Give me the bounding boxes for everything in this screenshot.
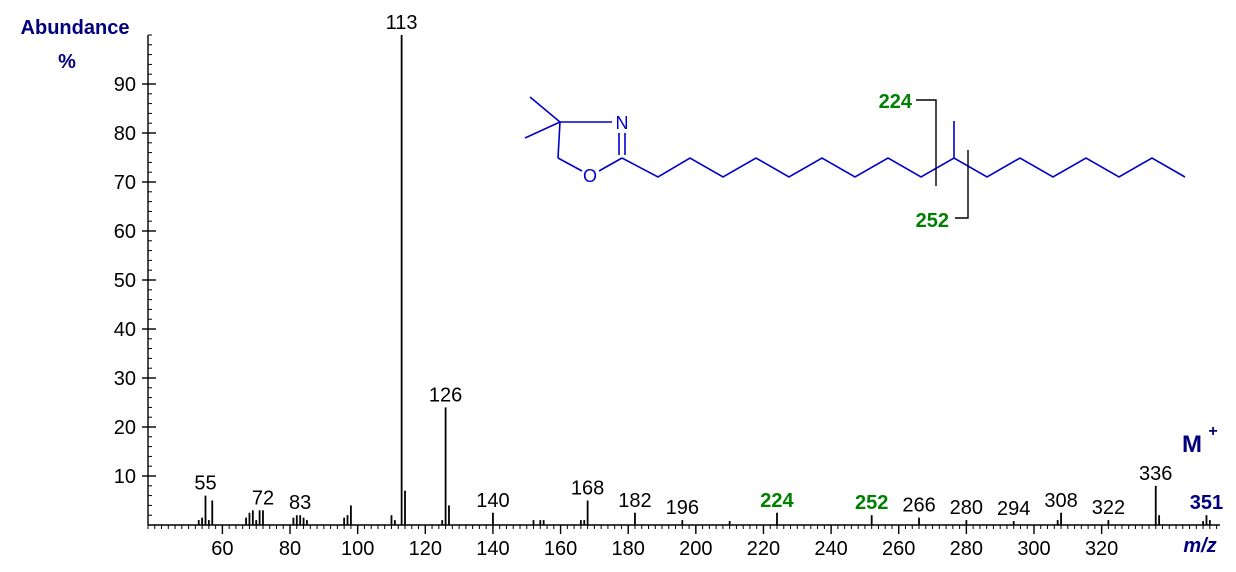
peak-label: 140 [476, 490, 509, 512]
x-title: m/z [1183, 535, 1216, 557]
peak-label: 83 [289, 492, 311, 514]
x-tick-label: 280 [950, 538, 983, 560]
peak-label: 126 [429, 384, 462, 406]
y-tick-label: 90 [114, 74, 136, 96]
peak-label: 266 [902, 495, 935, 517]
bond [557, 157, 583, 172]
y-title: Abundance [21, 17, 130, 39]
peak-label: 182 [618, 490, 651, 512]
bond [557, 121, 561, 159]
cleavage-marks [916, 99, 969, 219]
molecular-ion: M [1182, 431, 1202, 458]
peak-label: 294 [997, 498, 1030, 520]
cleavage-label: 252 [916, 210, 949, 232]
y-tick-label: 50 [114, 270, 136, 292]
x-tick-label: 240 [814, 538, 847, 560]
x-tick-label: 220 [747, 538, 780, 560]
peak-label: 224 [760, 490, 794, 512]
x-tick-label: 160 [544, 538, 577, 560]
methyls [524, 96, 562, 139]
x-tick-label: 120 [409, 538, 442, 560]
x-tick-label: 60 [211, 538, 233, 560]
peak-label: 280 [950, 497, 983, 519]
x-tick-label: 320 [1085, 538, 1118, 560]
peak-label: 351 [1190, 492, 1223, 514]
structure [524, 96, 1186, 178]
peak-label: 113 [386, 12, 418, 34]
cleavage-line [916, 99, 937, 186]
y-unit: % [58, 51, 76, 73]
x-tick-label: 140 [476, 538, 509, 560]
atom-o: O [583, 166, 597, 186]
peak-label: 168 [571, 478, 604, 500]
peak-label: 72 [252, 487, 274, 509]
peak-label: 252 [855, 492, 888, 514]
x-tick-label: 260 [882, 538, 915, 560]
x-tick-label: 80 [279, 538, 301, 560]
peak-label: 322 [1092, 497, 1125, 519]
y-tick-label: 70 [114, 172, 136, 194]
atom-n: N [616, 113, 629, 133]
y-tick-label: 10 [114, 466, 136, 488]
x-tick-label: 100 [341, 538, 374, 560]
x-tick-label: 180 [612, 538, 645, 560]
peak-label: 196 [666, 497, 699, 519]
peak-label: 308 [1044, 490, 1077, 512]
y-tick-label: 60 [114, 221, 136, 243]
y-tick-label: 40 [114, 319, 136, 341]
cleavage-label: 224 [879, 91, 913, 113]
y-tick-label: 20 [114, 417, 136, 439]
peak-label: 336 [1139, 463, 1172, 485]
y-tick-label: 30 [114, 368, 136, 390]
y-tick-label: 80 [114, 123, 136, 145]
x-tick-label: 200 [679, 538, 712, 560]
cleavage-line [955, 150, 969, 219]
molecular-ion-charge: + [1208, 423, 1217, 440]
bond [598, 157, 623, 172]
chain [621, 157, 1186, 178]
peak-label: 55 [194, 473, 216, 495]
x-tick-label: 300 [1017, 538, 1050, 560]
